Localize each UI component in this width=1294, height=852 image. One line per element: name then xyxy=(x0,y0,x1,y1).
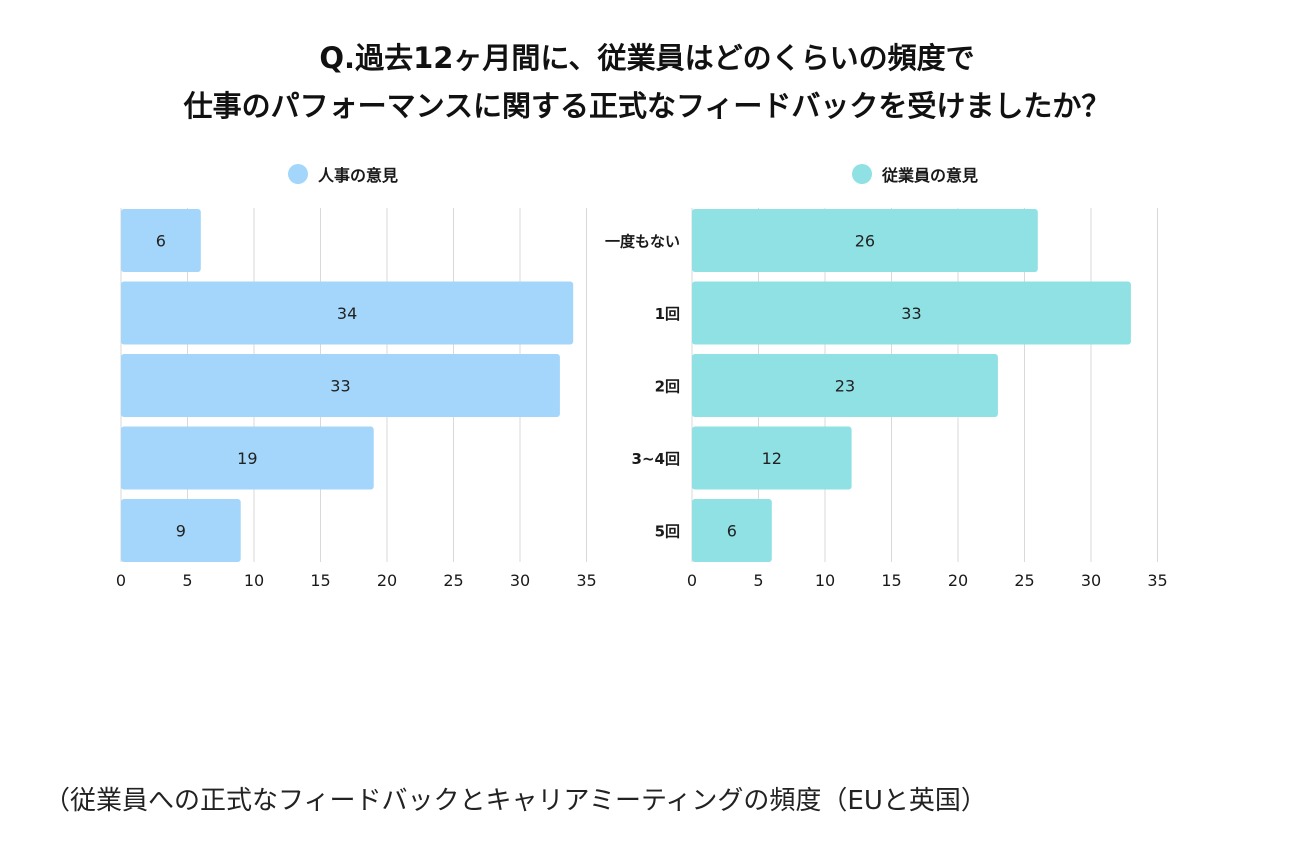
legend-hr-swatch xyxy=(288,164,308,184)
employee-data-label: 6 xyxy=(727,522,737,541)
chart-title-line2: 仕事のパフォーマンスに関する正式なフィードバックを受けましたか？ xyxy=(183,89,1111,123)
hr-tick-label: 25 xyxy=(443,571,463,590)
hr-data-label: 19 xyxy=(237,449,257,468)
hr-data-label: 34 xyxy=(337,304,357,323)
hr-data-label: 33 xyxy=(330,377,350,396)
employee-data-label: 33 xyxy=(901,304,921,323)
legend-employee: 従業員の意見 xyxy=(852,160,978,188)
hr-tick-label: 5 xyxy=(182,571,192,590)
hr-bar xyxy=(121,281,574,345)
employee-bar xyxy=(692,499,772,562)
legend-hr: 人事の意見 xyxy=(288,160,398,188)
category-label: 2回 xyxy=(655,378,680,396)
category-label: 5回 xyxy=(655,523,680,541)
employee-bar xyxy=(692,426,852,490)
legend-employee-label: 従業員の意見 xyxy=(882,166,979,185)
employee-bar xyxy=(692,281,1131,345)
employee-data-label: 23 xyxy=(835,377,855,396)
employee-data-label: 12 xyxy=(762,449,782,468)
employee-tick-label: 0 xyxy=(687,571,697,590)
legend-hr-label: 人事の意見 xyxy=(318,166,399,185)
chart-title: Q.過去12ヶ月間に、従業員はどのくらいの頻度で 仕事のパフォーマンスに関する正… xyxy=(0,34,1294,130)
employee-tick-label: 35 xyxy=(1147,571,1167,590)
figure-caption: （従業員への正式なフィードバックとキャリアミーティングの頻度（EUと英国） xyxy=(44,786,987,816)
hr-tick-label: 15 xyxy=(310,571,330,590)
hr-bar xyxy=(121,209,201,272)
hr-data-label: 9 xyxy=(176,522,186,541)
category-label: 一度もない xyxy=(605,233,680,251)
hr-tick-label: 0 xyxy=(116,571,126,590)
employee-data-label: 26 xyxy=(855,232,875,251)
employee-tick-label: 20 xyxy=(948,571,968,590)
employee-tick-label: 15 xyxy=(881,571,901,590)
category-label: 1回 xyxy=(655,305,680,323)
employee-tick-label: 30 xyxy=(1081,571,1101,590)
hr-tick-label: 10 xyxy=(244,571,264,590)
hr-tick-label: 30 xyxy=(510,571,530,590)
employee-bar xyxy=(692,209,1038,272)
chart-title-line1: Q.過去12ヶ月間に、従業員はどのくらいの頻度で xyxy=(319,41,975,75)
hr-tick-label: 20 xyxy=(377,571,397,590)
employee-tick-label: 25 xyxy=(1014,571,1034,590)
category-label: 3~4回 xyxy=(632,450,680,468)
hr-tick-label: 35 xyxy=(576,571,596,590)
employee-tick-label: 10 xyxy=(815,571,835,590)
hr-bar xyxy=(121,354,560,417)
employee-tick-label: 5 xyxy=(753,571,763,590)
legend-employee-swatch xyxy=(852,164,872,184)
hr-bar xyxy=(121,426,374,490)
hr-bar xyxy=(121,499,241,562)
employee-bar xyxy=(692,354,998,417)
hr-data-label: 6 xyxy=(156,232,166,251)
